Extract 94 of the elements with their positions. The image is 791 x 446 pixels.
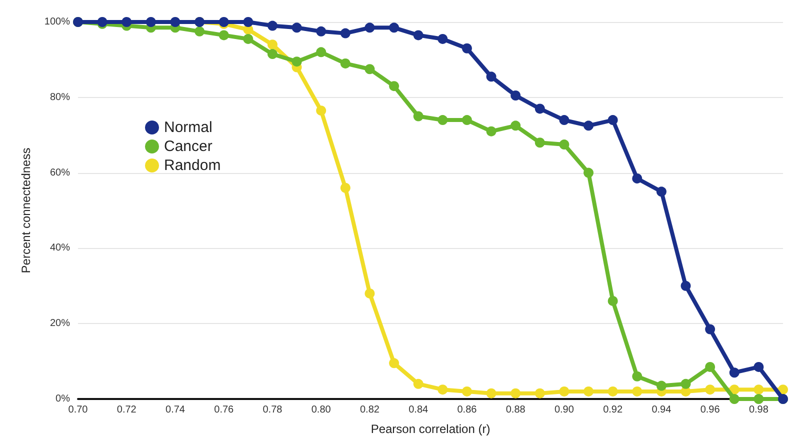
point: [632, 173, 642, 184]
point: [729, 384, 740, 395]
point: [389, 358, 400, 368]
point: [680, 378, 691, 389]
point: [534, 388, 545, 398]
point: [267, 49, 278, 60]
y-tick-label: 40%: [50, 242, 70, 254]
point: [316, 26, 326, 36]
point: [705, 362, 716, 372]
point: [754, 362, 764, 372]
y-tick-label: 80%: [50, 92, 70, 103]
point: [510, 120, 521, 131]
point: [632, 386, 642, 396]
point: [778, 384, 788, 395]
point: [680, 280, 691, 291]
y-axis-title: Percent connectedness: [19, 148, 33, 274]
x-tick-label: 0.76: [214, 404, 234, 416]
point: [340, 182, 350, 193]
point: [534, 138, 545, 148]
point: [462, 43, 472, 54]
point: [267, 20, 278, 31]
point: [534, 104, 545, 114]
x-tick-label: 0.78: [262, 404, 283, 416]
legend-label: Random: [164, 157, 221, 174]
y-tick-label: 20%: [50, 318, 70, 330]
point: [559, 386, 570, 396]
point: [413, 378, 424, 389]
point: [632, 371, 642, 382]
y-tick-label: 100%: [44, 16, 70, 28]
x-tick-label: 0.90: [554, 404, 574, 416]
point: [438, 384, 448, 395]
point: [316, 106, 326, 116]
point: [340, 28, 350, 38]
point: [438, 34, 448, 44]
point: [413, 30, 424, 40]
y-tick-label: 60%: [50, 167, 70, 178]
x-tick-label: 0.92: [603, 404, 623, 416]
legend-label: Cancer: [164, 138, 212, 155]
point: [729, 394, 740, 404]
x-tick-label: 0.72: [116, 404, 137, 416]
point: [340, 58, 350, 68]
point: [486, 126, 496, 136]
x-tick-label: 0.94: [652, 404, 672, 416]
point: [608, 386, 618, 396]
point: [146, 17, 156, 27]
point: [462, 115, 472, 126]
x-tick-label: 0.80: [311, 404, 332, 416]
point: [170, 17, 180, 27]
point: [122, 17, 132, 27]
point: [243, 34, 254, 44]
point: [438, 115, 448, 126]
point: [656, 380, 666, 391]
point: [705, 324, 716, 334]
point: [243, 17, 254, 27]
x-tick-label: 0.84: [408, 404, 429, 416]
point: [656, 186, 666, 197]
point: [559, 140, 570, 150]
point: [364, 22, 375, 33]
point: [194, 26, 205, 36]
point: [292, 22, 302, 33]
point: [608, 296, 618, 306]
x-tick-label: 0.86: [457, 404, 478, 416]
point: [413, 111, 424, 122]
point: [608, 115, 618, 126]
x-tick-label: 0.96: [700, 404, 720, 416]
x-tick-label: 0.82: [360, 404, 380, 416]
point: [486, 72, 496, 82]
point: [292, 56, 302, 67]
point: [584, 168, 594, 178]
x-axis-title: Pearson correlation (r): [370, 422, 490, 436]
point: [584, 386, 594, 396]
point: [462, 386, 472, 396]
y-tick-label: 0%: [56, 394, 70, 404]
point: [754, 394, 764, 404]
point: [267, 40, 278, 50]
point: [729, 368, 740, 378]
point: [316, 47, 326, 58]
point: [510, 388, 521, 398]
x-tick-label: 0.98: [748, 404, 769, 416]
point: [705, 384, 716, 395]
point: [389, 81, 400, 92]
point: [584, 120, 594, 131]
point: [389, 22, 400, 33]
point: [364, 288, 375, 298]
point: [364, 64, 375, 74]
point: [510, 90, 521, 101]
legend-label: Normal: [164, 119, 212, 136]
x-tick-label: 0.70: [68, 404, 88, 416]
point: [486, 388, 496, 398]
x-tick-label: 0.88: [506, 404, 526, 416]
point: [559, 115, 570, 126]
point: [218, 30, 229, 40]
x-tick-label: 0.74: [166, 404, 186, 416]
point: [754, 384, 764, 395]
